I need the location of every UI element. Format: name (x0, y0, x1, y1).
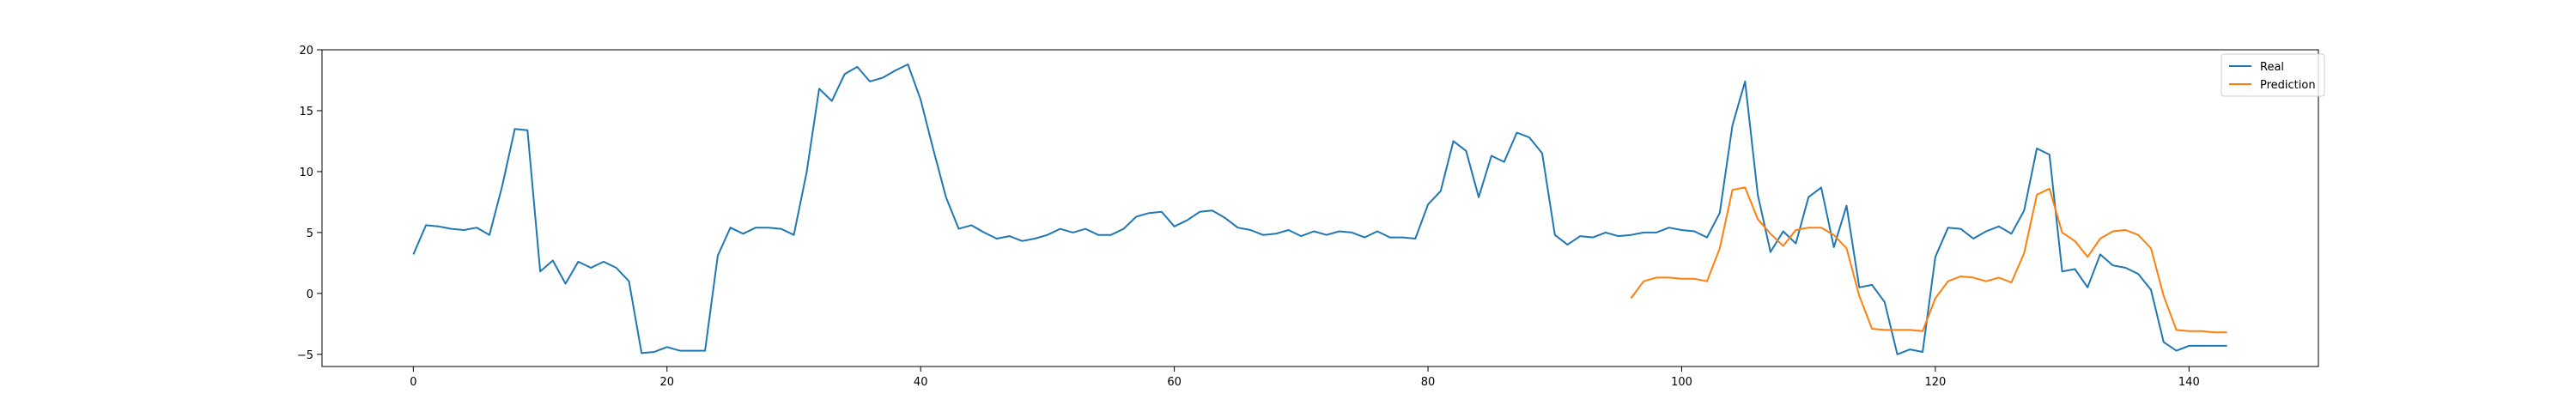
legend-box (2221, 53, 2325, 97)
x-tick-label: 140 (2178, 376, 2200, 389)
y-tick-label: 10 (299, 167, 313, 179)
y-tick-label: −5 (297, 349, 313, 362)
legend: Real Prediction (2221, 53, 2325, 97)
legend-label-prediction: Prediction (2260, 79, 2316, 92)
series-line-real (412, 64, 2227, 355)
plot-lines (412, 64, 2227, 355)
x-tick-label: 20 (660, 376, 675, 389)
x-axis: 0 20 40 60 80 100 120 140 (410, 367, 2200, 389)
plot-frame (321, 49, 2319, 367)
y-axis: −5 0 5 10 15 20 (297, 45, 322, 362)
axes-frame (321, 49, 2319, 367)
y-tick-label: 0 (307, 288, 313, 301)
x-tick-label: 40 (914, 376, 928, 389)
x-tick-label: 120 (1924, 376, 1946, 389)
x-tick-label: 60 (1167, 376, 1182, 389)
y-tick-label: 15 (299, 106, 313, 118)
y-tick-label: 5 (307, 227, 313, 240)
series-line-prediction (1630, 186, 2227, 334)
x-tick-label: 100 (1671, 376, 1692, 389)
legend-label-real: Real (2260, 61, 2284, 74)
y-tick-label: 20 (299, 45, 313, 58)
x-tick-label: 80 (1421, 376, 1436, 389)
x-tick-label: 0 (410, 376, 416, 389)
